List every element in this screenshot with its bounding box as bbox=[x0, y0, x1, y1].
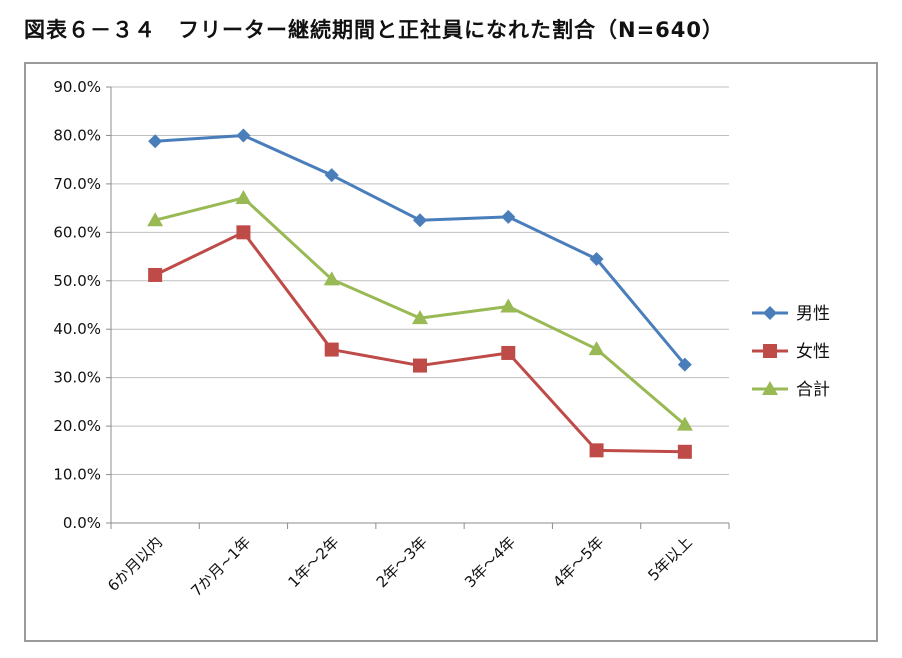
data-point bbox=[148, 134, 163, 149]
x-tick-label: 5年以上 bbox=[644, 533, 695, 584]
y-tick-label: 80.0% bbox=[53, 126, 101, 144]
data-point bbox=[500, 298, 517, 313]
x-tick-label: 1年～2年 bbox=[284, 533, 342, 591]
legend-marker bbox=[763, 344, 777, 358]
data-point bbox=[324, 168, 339, 183]
data-point bbox=[148, 267, 163, 282]
y-axis-tick-labels: 0.0% 10.0% 20.0% 30.0% 40.0% 50.0% 60.0% 70.0% 8… bbox=[53, 78, 101, 532]
x-tick-label: 6か月以内 bbox=[104, 533, 166, 595]
y-tick-label: 70.0% bbox=[53, 175, 101, 193]
x-tick-label: 2年～3年 bbox=[373, 533, 431, 591]
chart-frame bbox=[24, 62, 878, 642]
data-point bbox=[147, 212, 164, 227]
series-line bbox=[155, 133, 687, 366]
legend-marker bbox=[763, 306, 777, 320]
legend-marker bbox=[762, 381, 778, 395]
data-point bbox=[412, 310, 428, 325]
legend-label: 女性 bbox=[796, 342, 830, 362]
x-axis bbox=[110, 87, 730, 529]
y-tick-label: 0.0% bbox=[63, 514, 101, 532]
y-tick-label: 40.0% bbox=[53, 320, 101, 338]
data-point bbox=[501, 345, 516, 360]
data-point bbox=[589, 251, 604, 266]
x-tick-label: 4年～5年 bbox=[549, 533, 607, 591]
data-point bbox=[589, 443, 604, 458]
legend-label: 男性 bbox=[796, 304, 830, 324]
data-point bbox=[677, 444, 692, 459]
series-line bbox=[154, 230, 685, 454]
x-axis-tick-labels: 6か月以内 7か月~1年 1年～2年 2年～3年 3年～4年 4年～5年 5年以上 bbox=[104, 533, 696, 600]
data-point bbox=[588, 341, 605, 356]
y-tick-label: 30.0% bbox=[53, 369, 101, 387]
data-series bbox=[147, 128, 693, 459]
y-tick-label: 90.0% bbox=[53, 78, 101, 96]
data-point bbox=[413, 358, 427, 373]
data-point bbox=[236, 128, 251, 143]
gridlines bbox=[106, 86, 729, 524]
data-point bbox=[677, 357, 692, 372]
data-point bbox=[413, 213, 427, 228]
data-point bbox=[236, 225, 251, 240]
y-tick-label: 60.0% bbox=[53, 223, 101, 241]
x-tick-label: 3年～4年 bbox=[461, 533, 519, 591]
data-point bbox=[235, 189, 252, 204]
x-tick-label: 7か月~1年 bbox=[187, 533, 254, 600]
data-point bbox=[324, 342, 339, 357]
chart-title: 図表６－３４ フリーター継続期間と正社員になれた割合（N=640） bbox=[24, 18, 725, 42]
legend-label: 合計 bbox=[796, 380, 830, 400]
data-point bbox=[676, 416, 693, 431]
y-tick-label: 20.0% bbox=[53, 417, 101, 435]
data-point bbox=[323, 271, 340, 286]
data-point bbox=[501, 209, 516, 224]
y-tick-label: 50.0% bbox=[53, 272, 101, 290]
y-tick-label: 10.0% bbox=[53, 466, 101, 484]
